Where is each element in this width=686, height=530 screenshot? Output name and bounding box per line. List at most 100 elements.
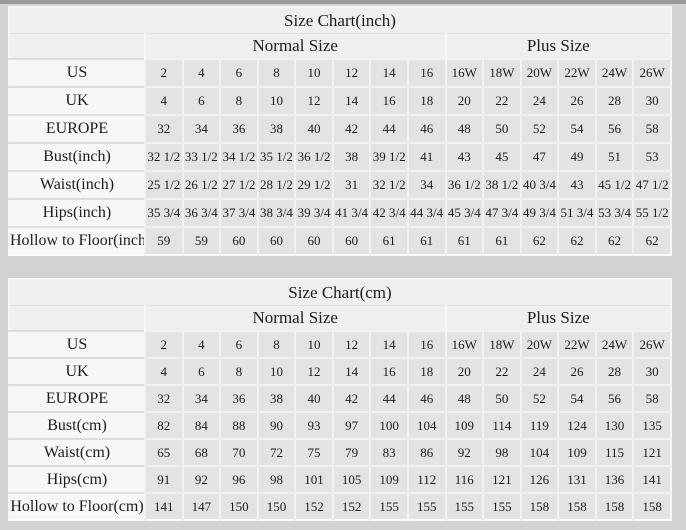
size-value-cell: 62 [557, 226, 596, 255]
size-value-cell: 34 [406, 170, 446, 199]
size-value-cell: 56 [594, 114, 634, 143]
size-value-cell: 18 [406, 357, 446, 385]
size-value-cell: 36 [219, 114, 258, 143]
table-row: Waist(cm) 65 68 70 72 75 79 83 86 92 98 104 109 115 12… [9, 438, 671, 466]
size-value-cell: 59 [181, 226, 221, 255]
size-value-cell: 8 [256, 58, 296, 87]
size-value-cell: 41 [406, 142, 446, 171]
row-label: Hips(inch) [9, 198, 145, 227]
size-value-cell: 158 [594, 492, 634, 520]
size-value-cell: 24W [594, 330, 634, 358]
size-value-cell: 38 [331, 142, 371, 171]
size-value-cell: 20 [444, 86, 484, 115]
size-value-cell: 14 [369, 58, 408, 87]
size-value-cell: 83 [369, 438, 408, 466]
size-value-cell: 96 [219, 465, 258, 493]
size-value-cell: 105 [331, 465, 371, 493]
size-value-cell: 54 [557, 114, 596, 143]
table-row: Hollow to Floor(cm) 141 147 150 150 152 152 155… [9, 492, 671, 520]
size-value-cell: 141 [144, 492, 183, 520]
table-row: Hollow to Floor(inch) 59 59 60 60 60 60 61 61 61 6… [9, 226, 671, 255]
size-value-cell: 158 [519, 492, 559, 520]
size-value-cell: 30 [632, 357, 671, 385]
size-value-cell: 141 [632, 465, 671, 493]
size-value-cell: 16 [406, 58, 446, 87]
size-value-cell: 135 [632, 411, 671, 439]
table-row: Bust(cm) 82 84 88 90 93 97 100 104 109 114 119 124 13… [9, 411, 671, 439]
size-value-cell: 52 [519, 114, 559, 143]
table-row: Hips(cm) 91 92 96 98 101 105 109 112 116 121 126 131… [9, 465, 671, 493]
size-value-cell: 28 [594, 86, 634, 115]
table-title-row: Size Chart(cm) [9, 279, 671, 306]
row-label: Waist(inch) [9, 170, 145, 199]
size-value-cell: 12 [331, 58, 371, 87]
size-value-cell: 18W [482, 330, 521, 358]
size-value-cell: 42 3/4 [369, 198, 408, 227]
size-value-cell: 46 [406, 384, 446, 412]
table-title: Size Chart(inch) [9, 7, 671, 34]
size-value-cell: 121 [482, 465, 521, 493]
size-value-cell: 40 [294, 384, 333, 412]
size-value-cell: 14 [331, 86, 371, 115]
size-value-cell: 36 [219, 384, 258, 412]
size-value-cell: 109 [557, 438, 596, 466]
size-value-cell: 39 1/2 [369, 142, 408, 171]
size-value-cell: 38 [256, 114, 296, 143]
size-value-cell: 130 [594, 411, 634, 439]
size-value-cell: 26W [632, 58, 671, 87]
size-value-cell: 12 [331, 330, 371, 358]
column-group-row: Normal Size Plus Size [9, 305, 671, 331]
size-value-cell: 43 [557, 170, 596, 199]
size-value-cell: 39 3/4 [294, 198, 333, 227]
size-value-cell: 22W [557, 58, 596, 87]
size-value-cell: 98 [256, 465, 296, 493]
size-value-cell: 82 [144, 411, 183, 439]
size-value-cell: 92 [181, 465, 221, 493]
row-label: US [9, 58, 145, 87]
size-value-cell: 34 [181, 384, 221, 412]
size-value-cell: 98 [482, 438, 521, 466]
size-value-cell: 14 [369, 330, 408, 358]
size-value-cell: 27 1/2 [219, 170, 258, 199]
size-value-cell: 34 1/2 [219, 142, 258, 171]
size-value-cell: 112 [406, 465, 446, 493]
size-value-cell: 35 3/4 [144, 198, 183, 227]
size-value-cell: 115 [594, 438, 634, 466]
size-value-cell: 45 [482, 142, 521, 171]
size-value-cell: 10 [294, 330, 333, 358]
size-value-cell: 45 3/4 [444, 198, 484, 227]
size-value-cell: 48 [444, 114, 484, 143]
size-value-cell: 36 1/2 [294, 142, 333, 171]
size-value-cell: 88 [219, 411, 258, 439]
size-value-cell: 48 [444, 384, 484, 412]
size-value-cell: 41 3/4 [331, 198, 371, 227]
size-value-cell: 10 [256, 86, 296, 115]
size-value-cell: 4 [144, 357, 183, 385]
size-value-cell: 58 [632, 384, 671, 412]
size-value-cell: 51 [594, 142, 634, 171]
size-value-cell: 61 [369, 226, 408, 255]
size-value-cell: 37 3/4 [219, 198, 258, 227]
size-value-cell: 32 1/2 [144, 142, 183, 171]
size-value-cell: 152 [331, 492, 371, 520]
top-border-strip [0, 0, 686, 4]
size-value-cell: 2 [144, 58, 183, 87]
size-value-cell: 70 [219, 438, 258, 466]
row-label: Bust(cm) [9, 411, 145, 439]
size-value-cell: 155 [369, 492, 408, 520]
size-value-cell: 150 [219, 492, 258, 520]
size-value-cell: 22 [482, 86, 521, 115]
size-value-cell: 101 [294, 465, 333, 493]
size-value-cell: 92 [444, 438, 484, 466]
size-value-cell: 109 [444, 411, 484, 439]
size-value-cell: 26 [557, 86, 596, 115]
normal-size-header: Normal Size [144, 33, 446, 59]
size-value-cell: 44 [369, 114, 408, 143]
size-value-cell: 52 [519, 384, 559, 412]
size-value-cell: 58 [632, 114, 671, 143]
size-value-cell: 33 1/2 [181, 142, 221, 171]
size-value-cell: 36 3/4 [181, 198, 221, 227]
size-value-cell: 126 [519, 465, 559, 493]
table-row: UK 4 6 8 10 12 14 16 18 20 22 24 26 28 30 [9, 357, 671, 385]
table-row: UK 4 6 8 10 12 14 16 18 20 22 24 26 28 30 [9, 86, 671, 115]
